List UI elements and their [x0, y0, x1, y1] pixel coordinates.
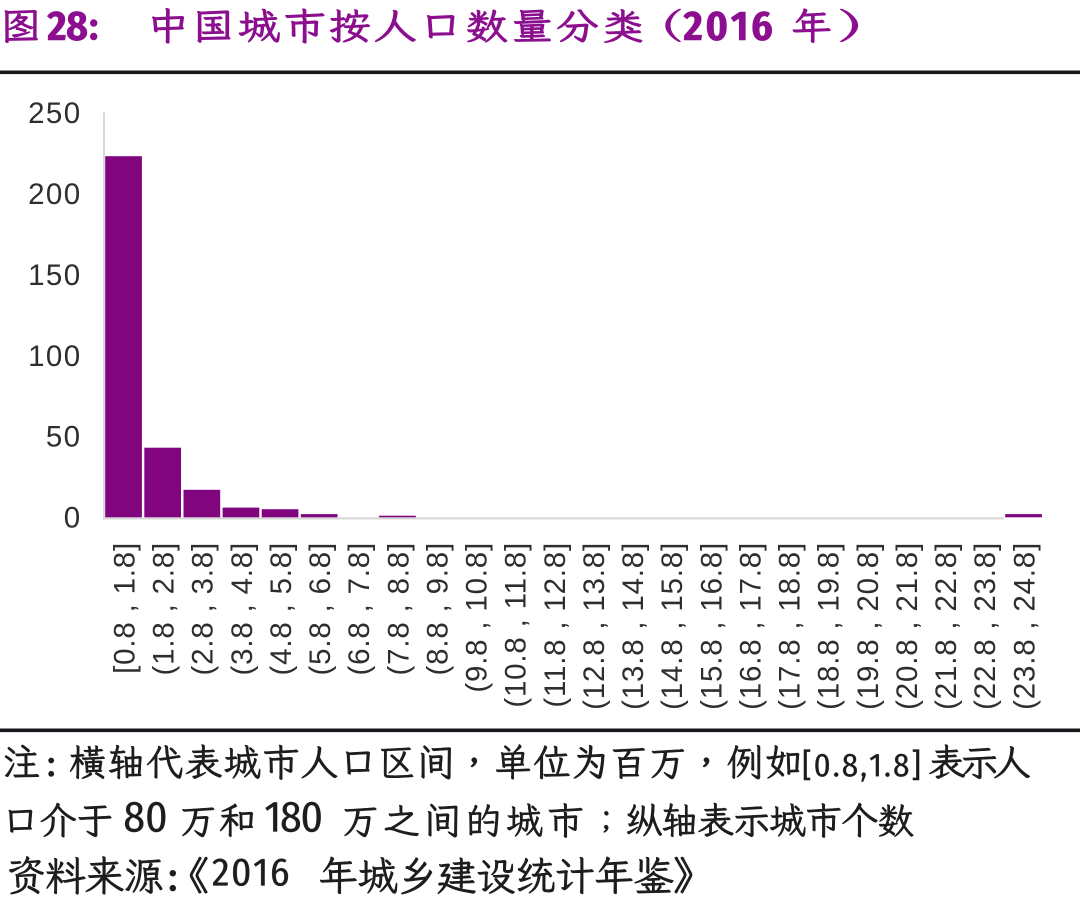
svg-text:(12.8 , 13.8]: (12.8 , 13.8] [578, 542, 611, 710]
svg-text:(1.8 , 2.8]: (1.8 , 2.8] [148, 542, 181, 675]
svg-text:(7.8 , 8.8]: (7.8 , 8.8] [382, 542, 415, 675]
svg-text:150: 150 [28, 259, 81, 292]
svg-text:(17.8 , 18.8]: (17.8 , 18.8] [774, 542, 807, 710]
svg-text:(15.8 , 16.8]: (15.8 , 16.8] [695, 542, 728, 710]
svg-text:(5.8 , 6.8]: (5.8 , 6.8] [304, 542, 337, 675]
svg-text:50: 50 [46, 421, 82, 454]
svg-text:(3.8 , 4.8]: (3.8 , 4.8] [226, 542, 259, 675]
svg-text:(22.8 , 23.8]: (22.8 , 23.8] [969, 542, 1002, 710]
svg-text:250: 250 [28, 97, 81, 130]
svg-text:100: 100 [28, 340, 81, 373]
svg-text:(10.8 , 11.8]: (10.8 , 11.8] [500, 542, 533, 708]
svg-text:(9.8 , 10.8]: (9.8 , 10.8] [461, 542, 494, 693]
svg-text:(6.8 , 7.8]: (6.8 , 7.8] [343, 542, 376, 675]
svg-text:0: 0 [64, 502, 82, 535]
svg-text:(21.8 , 22.8]: (21.8 , 22.8] [930, 542, 963, 710]
svg-text:(11.8 , 12.8]: (11.8 , 12.8] [539, 542, 572, 708]
svg-text:(18.8 , 19.8]: (18.8 , 19.8] [813, 542, 846, 710]
svg-text:(20.8 , 21.8]: (20.8 , 21.8] [891, 542, 924, 710]
svg-text:(13.8 , 14.8]: (13.8 , 14.8] [617, 542, 650, 710]
svg-text:(23.8 , 24.8]: (23.8 , 24.8] [1008, 542, 1041, 710]
svg-text:(16.8 , 17.8]: (16.8 , 17.8] [734, 542, 767, 710]
svg-text:(19.8 , 20.8]: (19.8 , 20.8] [852, 542, 885, 710]
svg-text:200: 200 [28, 178, 81, 211]
svg-text:(4.8 , 5.8]: (4.8 , 5.8] [265, 542, 298, 675]
svg-text:(2.8 , 3.8]: (2.8 , 3.8] [187, 542, 220, 675]
svg-text:(8.8 , 9.8]: (8.8 , 9.8] [421, 542, 454, 675]
svg-text:[0.8 , 1.8]: [0.8 , 1.8] [108, 542, 141, 674]
svg-text:(14.8 , 15.8]: (14.8 , 15.8] [656, 542, 689, 710]
